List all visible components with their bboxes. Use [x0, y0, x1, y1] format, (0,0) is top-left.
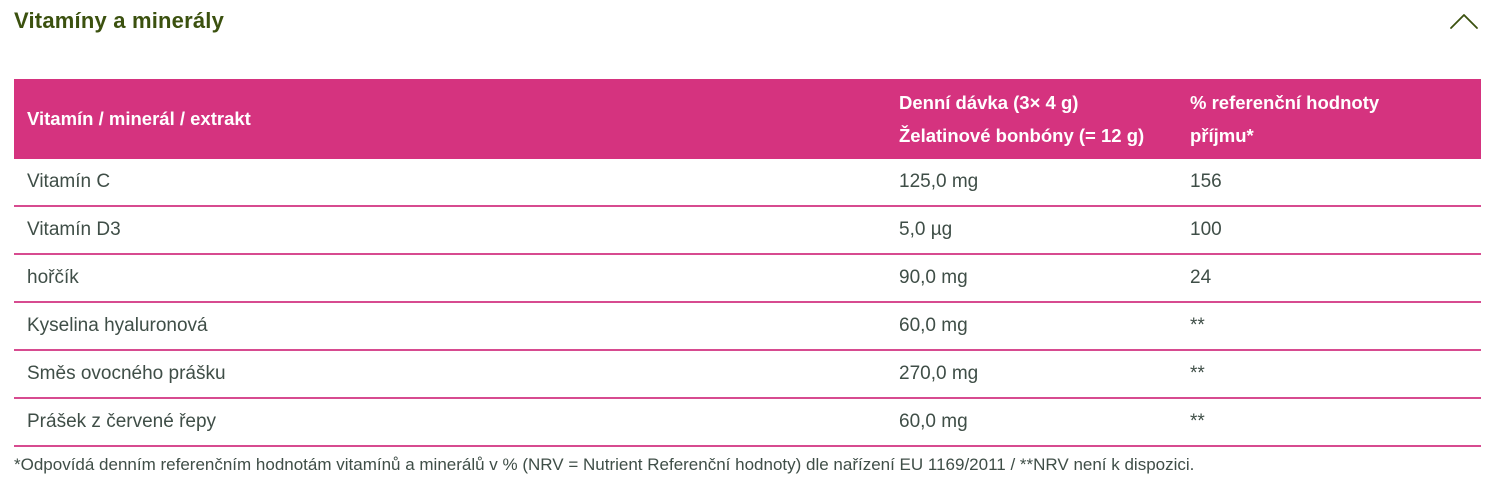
header-dose-line1: Denní dávka (3× 4 g) — [899, 92, 1079, 113]
table-row: Směs ovocného prášku 270,0 mg ** — [14, 351, 1481, 399]
cell-nrv-percent: 24 — [1190, 267, 1212, 288]
cell-daily-dose: 90,0 mg — [899, 267, 968, 288]
cell-nutrient-name: Kyselina hyaluronová — [27, 315, 208, 336]
table-header-row: Vitamín / minerál / extrakt Denní dávka … — [14, 79, 1481, 159]
section-title: Vitamíny a minerály — [14, 8, 225, 33]
accordion-header[interactable]: Vitamíny a minerály — [14, 0, 1481, 34]
cell-daily-dose: 60,0 mg — [899, 411, 968, 432]
nutrition-table: Vitamín / minerál / extrakt Denní dávka … — [14, 79, 1481, 447]
table-body: Vitamín C 125,0 mg 156 Vitamín D3 5,0 µg… — [14, 159, 1481, 447]
header-cell-dose: Denní dávka (3× 4 g) Želatinové bonbóny … — [899, 86, 1190, 152]
cell-nrv-percent: 100 — [1190, 219, 1222, 240]
table-row: Vitamín D3 5,0 µg 100 — [14, 207, 1481, 255]
cell-nutrient-name: Směs ovocného prášku — [27, 363, 226, 384]
cell-daily-dose: 125,0 mg — [899, 171, 979, 192]
chevron-up-icon[interactable] — [1449, 12, 1479, 30]
header-nrv-line2: příjmu* — [1190, 125, 1254, 146]
table-row: Prášek z červené řepy 60,0 mg ** — [14, 399, 1481, 447]
cell-daily-dose: 60,0 mg — [899, 315, 968, 336]
cell-nrv-percent: ** — [1190, 315, 1205, 336]
header-cell-nrv: % referenční hodnoty příjmu* — [1190, 86, 1481, 152]
header-dose-line2: Želatinové bonbóny (= 12 g) — [899, 125, 1145, 146]
cell-nrv-percent: ** — [1190, 363, 1205, 384]
cell-daily-dose: 270,0 mg — [899, 363, 979, 384]
table-row: hořčík 90,0 mg 24 — [14, 255, 1481, 303]
cell-daily-dose: 5,0 µg — [899, 219, 953, 240]
cell-nrv-percent: ** — [1190, 411, 1205, 432]
vitamins-minerals-section: Vitamíny a minerály Vitamín / minerál / … — [14, 0, 1481, 474]
footnote: *Odpovídá denním referenčním hodnotám vi… — [14, 455, 1195, 474]
header-cell-name: Vitamín / minerál / extrakt — [27, 108, 251, 129]
table-row: Vitamín C 125,0 mg 156 — [14, 159, 1481, 207]
table-row: Kyselina hyaluronová 60,0 mg ** — [14, 303, 1481, 351]
cell-nutrient-name: Prášek z červené řepy — [27, 411, 217, 432]
cell-nutrient-name: Vitamín D3 — [27, 219, 121, 240]
cell-nutrient-name: Vitamín C — [27, 171, 111, 192]
cell-nrv-percent: 156 — [1190, 171, 1222, 192]
header-nrv-line1: % referenční hodnoty — [1190, 92, 1380, 113]
cell-nutrient-name: hořčík — [27, 267, 79, 288]
